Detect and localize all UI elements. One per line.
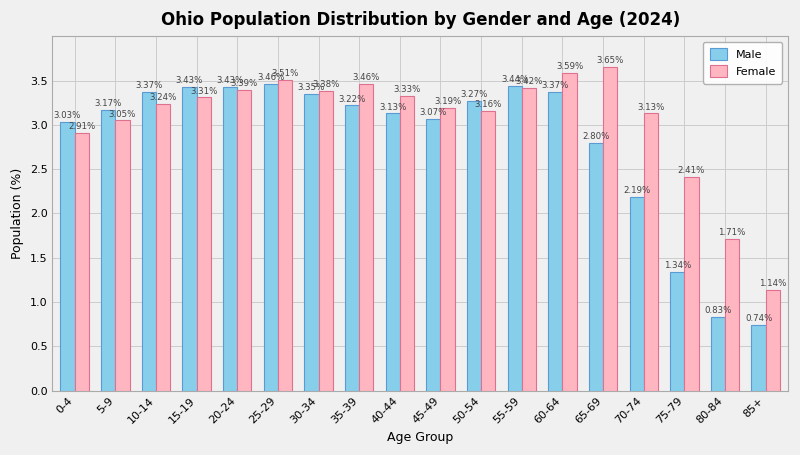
Text: 2.91%: 2.91% — [68, 122, 95, 131]
Bar — [548, 92, 562, 390]
Bar — [304, 94, 318, 390]
Text: 3.33%: 3.33% — [394, 85, 421, 94]
Bar — [74, 133, 89, 390]
Bar — [345, 105, 359, 390]
Text: 3.43%: 3.43% — [176, 76, 203, 85]
Text: 3.05%: 3.05% — [109, 110, 136, 119]
Text: 3.65%: 3.65% — [597, 56, 624, 66]
Text: 2.41%: 2.41% — [678, 166, 705, 175]
Text: 3.38%: 3.38% — [312, 81, 339, 89]
Bar — [197, 97, 211, 390]
Text: 3.22%: 3.22% — [338, 95, 366, 104]
Bar — [467, 101, 481, 390]
Bar — [426, 119, 441, 390]
Bar — [101, 110, 115, 390]
Text: 3.13%: 3.13% — [637, 102, 665, 111]
Bar — [61, 122, 74, 390]
Text: 3.44%: 3.44% — [501, 75, 528, 84]
Text: 3.35%: 3.35% — [298, 83, 325, 92]
Text: 3.13%: 3.13% — [379, 102, 406, 111]
Text: 0.83%: 0.83% — [704, 306, 732, 315]
Bar — [359, 84, 374, 390]
Text: 3.07%: 3.07% — [420, 108, 447, 117]
Bar — [751, 325, 766, 390]
Bar — [670, 272, 684, 390]
Text: 3.17%: 3.17% — [94, 99, 122, 108]
Bar — [589, 142, 603, 390]
Text: 3.59%: 3.59% — [556, 62, 583, 71]
Text: 3.46%: 3.46% — [353, 73, 380, 82]
Y-axis label: Population (%): Population (%) — [11, 168, 24, 259]
Text: 3.27%: 3.27% — [460, 90, 488, 99]
Bar — [264, 84, 278, 390]
Title: Ohio Population Distribution by Gender and Age (2024): Ohio Population Distribution by Gender a… — [161, 11, 680, 29]
Bar — [630, 197, 644, 390]
Bar — [481, 111, 495, 390]
Text: 1.34%: 1.34% — [663, 261, 691, 270]
Text: 1.71%: 1.71% — [718, 228, 746, 237]
Text: 0.74%: 0.74% — [745, 314, 772, 323]
Text: 3.43%: 3.43% — [217, 76, 244, 85]
Bar — [278, 80, 292, 390]
Bar — [441, 108, 454, 390]
Text: 3.37%: 3.37% — [135, 81, 162, 90]
Text: 3.46%: 3.46% — [257, 73, 285, 82]
Text: 1.14%: 1.14% — [759, 279, 786, 288]
Text: 3.37%: 3.37% — [542, 81, 569, 90]
Text: 3.31%: 3.31% — [190, 86, 218, 96]
Bar — [142, 92, 156, 390]
Bar — [725, 239, 739, 390]
Bar — [507, 86, 522, 390]
Bar — [684, 177, 698, 390]
Bar — [644, 113, 658, 390]
Bar — [238, 90, 251, 390]
Bar — [318, 91, 333, 390]
Bar — [400, 96, 414, 390]
Text: 3.03%: 3.03% — [54, 111, 82, 121]
Bar — [182, 87, 197, 390]
Bar — [522, 88, 536, 390]
Bar — [603, 67, 618, 390]
Text: 3.42%: 3.42% — [515, 77, 542, 86]
Bar — [223, 87, 238, 390]
Text: 3.19%: 3.19% — [434, 97, 462, 106]
Legend: Male, Female: Male, Female — [703, 42, 782, 84]
Bar — [711, 317, 725, 390]
Bar — [386, 113, 400, 390]
Bar — [156, 104, 170, 390]
Bar — [115, 121, 130, 390]
X-axis label: Age Group: Age Group — [387, 431, 454, 444]
Text: 3.39%: 3.39% — [230, 80, 258, 88]
Text: 3.24%: 3.24% — [150, 93, 177, 102]
Text: 2.19%: 2.19% — [623, 186, 650, 195]
Text: 3.16%: 3.16% — [474, 100, 502, 109]
Text: 3.51%: 3.51% — [271, 69, 298, 78]
Bar — [766, 289, 780, 390]
Bar — [562, 72, 577, 390]
Text: 2.80%: 2.80% — [582, 132, 610, 141]
